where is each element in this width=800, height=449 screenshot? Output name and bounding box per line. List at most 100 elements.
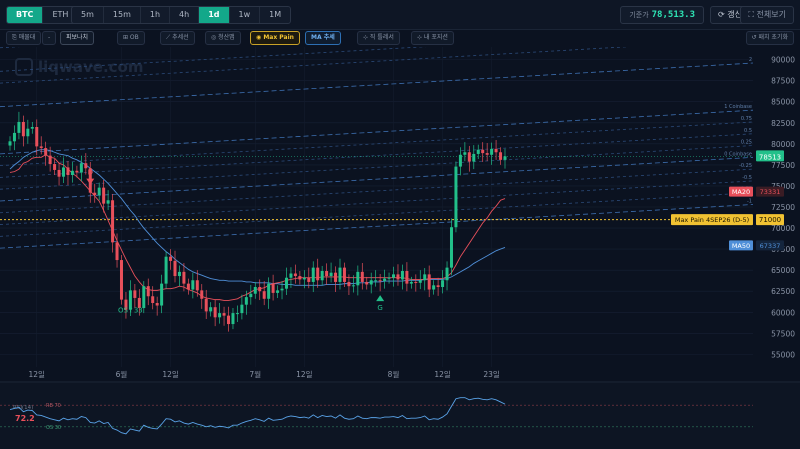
symbol-btc[interactable]: BTC (7, 7, 44, 23)
tool-liquidation-map-button[interactable]: ◎ 청산맵 (205, 31, 241, 45)
candle-body[interactable] (173, 260, 177, 277)
symbol-eth[interactable]: ETH (52, 10, 69, 19)
candle-body[interactable] (329, 272, 333, 277)
tool-order-block-button[interactable]: ⊞ OB (117, 31, 145, 45)
candle-body[interactable] (458, 154, 462, 167)
candle-body[interactable] (128, 290, 132, 310)
candle-body[interactable] (44, 148, 48, 156)
candle-body[interactable] (351, 285, 355, 287)
candle-body[interactable] (445, 267, 449, 281)
candle-body[interactable] (463, 152, 467, 155)
fullscreen-button[interactable]: ⛶ 전체보기 (740, 6, 794, 24)
candle-body[interactable] (119, 260, 123, 300)
candle-body[interactable] (57, 169, 61, 177)
tool-volume-profile-button[interactable]: ⎘ 매물대 (6, 31, 42, 45)
candle-body[interactable] (387, 277, 391, 279)
candle-body[interactable] (325, 271, 329, 277)
candle-body[interactable] (151, 296, 155, 303)
candle-body[interactable] (298, 276, 302, 280)
candle-body[interactable] (334, 272, 338, 282)
price-chart[interactable]: 5500057500600006250065000675007000072500… (0, 47, 800, 449)
candle-body[interactable] (490, 148, 494, 155)
candle-body[interactable] (21, 121, 25, 137)
interval-1d[interactable]: 1d (199, 7, 230, 23)
candle-body[interactable] (432, 285, 436, 290)
candle-body[interactable] (311, 267, 315, 282)
candle-body[interactable] (423, 274, 427, 281)
candle-body[interactable] (276, 290, 280, 293)
candle-body[interactable] (164, 256, 168, 284)
candle-body[interactable] (427, 274, 431, 290)
candle-body[interactable] (307, 277, 311, 282)
candle-body[interactable] (472, 153, 476, 162)
reset-patch-button[interactable]: ↺ 패치 초기화 (745, 31, 794, 45)
candle-body[interactable] (155, 303, 159, 306)
candle-body[interactable] (253, 287, 257, 294)
candle-body[interactable] (35, 127, 39, 147)
candle-body[interactable] (97, 187, 101, 196)
candle-body[interactable] (195, 280, 199, 291)
candle-body[interactable] (244, 297, 248, 305)
tool-separator-button[interactable]: - (42, 31, 57, 45)
candle-body[interactable] (396, 274, 400, 280)
candle-body[interactable] (177, 271, 181, 277)
candle-body[interactable] (209, 307, 213, 312)
candle-body[interactable] (347, 281, 351, 287)
candle-body[interactable] (302, 277, 306, 280)
candle-body[interactable] (262, 291, 266, 299)
candle-body[interactable] (102, 187, 106, 204)
candle-body[interactable] (106, 200, 110, 204)
candle-body[interactable] (12, 132, 16, 142)
candle-body[interactable] (227, 315, 231, 325)
candle-body[interactable] (30, 127, 34, 129)
candle-body[interactable] (449, 227, 453, 268)
candle-body[interactable] (414, 281, 418, 283)
candle-body[interactable] (409, 281, 413, 284)
interval-5m[interactable]: 5m (72, 7, 104, 23)
candle-body[interactable] (231, 313, 235, 325)
candle-body[interactable] (374, 280, 378, 282)
candle-body[interactable] (360, 271, 364, 282)
candle-body[interactable] (62, 167, 66, 177)
candle-body[interactable] (240, 304, 244, 314)
candle-body[interactable] (17, 121, 21, 133)
candle-body[interactable] (267, 283, 271, 299)
candle-body[interactable] (316, 267, 320, 281)
candle-body[interactable] (111, 200, 115, 243)
interval-4h[interactable]: 4h (170, 7, 200, 23)
candle-body[interactable] (342, 267, 346, 282)
candle-body[interactable] (222, 313, 226, 316)
candle-body[interactable] (182, 271, 186, 284)
tool-trade-replay-button[interactable]: ⊹ 직 틀레서 (357, 31, 400, 45)
candle-body[interactable] (84, 163, 88, 169)
candle-body[interactable] (400, 271, 404, 280)
candle-body[interactable] (481, 149, 485, 154)
candle-body[interactable] (476, 149, 480, 154)
candle-body[interactable] (191, 280, 195, 290)
candle-body[interactable] (436, 285, 440, 287)
candle-body[interactable] (454, 166, 458, 228)
tool-trendline-button[interactable]: ⟋ 추세선 (160, 31, 195, 45)
candle-body[interactable] (499, 152, 503, 160)
candle-body[interactable] (53, 164, 57, 170)
tool-max-pain-button[interactable]: ◉ Max Pain (250, 31, 300, 45)
candle-body[interactable] (115, 242, 119, 261)
candle-body[interactable] (124, 299, 128, 310)
candle-body[interactable] (338, 267, 342, 282)
tool-my-position-button[interactable]: ⊹ 내 포지션 (411, 31, 454, 45)
candle-body[interactable] (186, 283, 190, 290)
candle-body[interactable] (79, 163, 83, 173)
candle-body[interactable] (137, 297, 141, 309)
candle-body[interactable] (8, 141, 12, 146)
candle-body[interactable] (485, 153, 489, 155)
candle-body[interactable] (378, 280, 382, 282)
interval-1m[interactable]: 1M (269, 10, 282, 19)
candle-body[interactable] (160, 283, 164, 306)
candle-body[interactable] (383, 278, 387, 282)
candle-body[interactable] (169, 256, 173, 261)
candle-body[interactable] (271, 283, 275, 293)
candle-body[interactable] (418, 280, 422, 283)
candle-body[interactable] (218, 313, 222, 318)
candle-body[interactable] (200, 290, 204, 299)
candle-body[interactable] (369, 280, 373, 285)
